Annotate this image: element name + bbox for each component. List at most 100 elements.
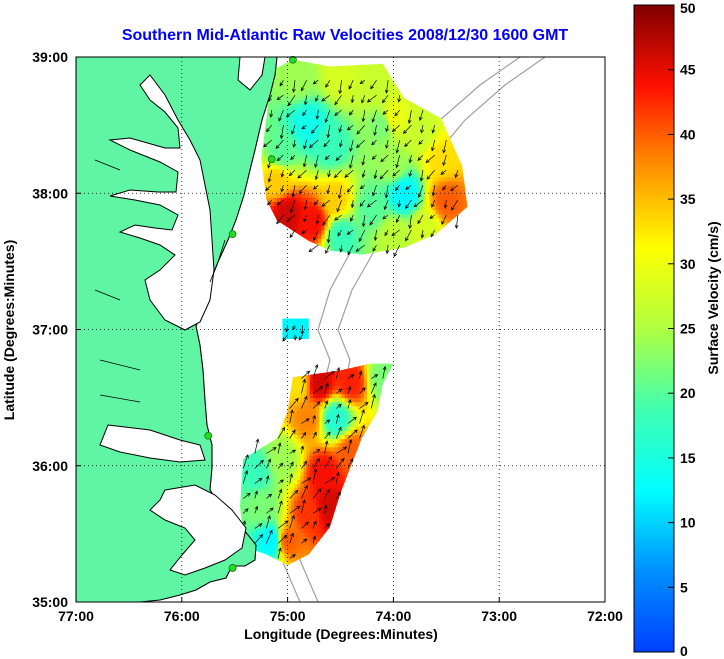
velocity-cell (315, 148, 319, 153)
velocity-cell (419, 123, 424, 129)
velocity-cell (404, 123, 408, 129)
velocity-cell (378, 95, 383, 100)
velocity-cell (316, 381, 320, 386)
velocity-cell (293, 405, 298, 411)
velocity-cell (313, 536, 317, 542)
velocity-cell (316, 389, 320, 395)
velocity-cell (337, 152, 342, 158)
velocity-cell (335, 454, 339, 460)
velocity-cell (413, 123, 418, 129)
velocity-cell (297, 377, 301, 382)
velocity-cell (325, 516, 330, 521)
velocity-cell (343, 66, 348, 72)
velocity-cell (438, 225, 443, 231)
velocity-cell (400, 156, 405, 162)
velocity-cell (293, 536, 298, 542)
velocity-cell (359, 238, 364, 243)
velocity-cell (369, 115, 373, 121)
velocity-cell (325, 446, 330, 452)
velocity-cell (271, 548, 276, 554)
velocity-cell (281, 442, 286, 448)
velocity-cell (413, 144, 418, 149)
velocity-cell (325, 467, 330, 472)
velocity-cell (301, 318, 306, 320)
velocity-cell (378, 131, 383, 137)
velocity-cell (271, 471, 276, 476)
velocity-cell (356, 246, 361, 252)
velocity-cell (322, 393, 327, 399)
velocity-cell (280, 205, 284, 211)
velocity-cell (432, 209, 437, 215)
velocity-cell (308, 156, 313, 162)
velocity-cell (328, 463, 333, 468)
velocity-cell (445, 213, 449, 219)
velocity-cell (321, 152, 326, 158)
velocity-cell (280, 107, 284, 113)
velocity-cell (375, 111, 380, 117)
velocity-cell (308, 70, 313, 76)
velocity-cell (369, 160, 373, 166)
velocity-cell (331, 197, 335, 202)
velocity-cell (299, 185, 303, 190)
velocity-cell (293, 426, 298, 431)
velocity-cell (283, 140, 288, 145)
velocity-cell (343, 201, 348, 207)
velocity-cell (308, 148, 313, 153)
velocity-cell (322, 508, 327, 513)
velocity-cell (319, 381, 324, 386)
velocity-cell (388, 205, 392, 211)
velocity-cell (400, 160, 405, 166)
velocity-cell (261, 156, 265, 162)
velocity-cell (388, 87, 392, 92)
velocity-cell (416, 127, 421, 133)
velocity-cell (423, 107, 427, 113)
velocity-cell (429, 119, 434, 125)
velocity-cell (423, 136, 427, 141)
velocity-cell (457, 201, 462, 207)
velocity-cell (457, 181, 462, 186)
velocity-cell (277, 70, 281, 76)
velocity-cell (315, 111, 319, 117)
velocity-cell (306, 467, 311, 472)
velocity-cell (297, 487, 301, 493)
velocity-cell (252, 454, 257, 460)
velocity-cell (346, 70, 351, 76)
velocity-cell (335, 499, 339, 505)
velocity-cell (350, 70, 354, 76)
velocity-cell (362, 107, 367, 113)
velocity-cell (372, 66, 376, 72)
velocity-cell (451, 168, 456, 174)
velocity-cell (438, 197, 443, 202)
velocity-cell (445, 164, 449, 170)
velocity-cell (445, 176, 449, 182)
velocity-cell (400, 95, 405, 100)
velocity-cell (346, 205, 351, 211)
velocity-cell (296, 78, 300, 84)
velocity-cell (309, 503, 314, 509)
velocity-cell (378, 91, 383, 96)
velocity-cell (331, 225, 335, 231)
velocity-cell (343, 246, 348, 252)
velocity-cell (308, 127, 313, 133)
velocity-cell (290, 434, 295, 440)
velocity-cell (264, 164, 269, 170)
velocity-cell (442, 181, 446, 186)
velocity-cell (340, 107, 345, 113)
velocity-cell (261, 164, 265, 170)
velocity-cell (316, 475, 320, 480)
velocity-cell (324, 144, 329, 149)
velocity-cell (292, 70, 297, 76)
velocity-cell (454, 201, 459, 207)
velocity-cell (362, 78, 367, 84)
velocity-cell (267, 197, 272, 202)
velocity-cell (265, 467, 270, 472)
velocity-cell (454, 172, 459, 178)
velocity-cell (309, 414, 314, 419)
velocity-cell (391, 148, 396, 153)
velocity-cell (265, 548, 270, 554)
velocity-cell (318, 107, 323, 113)
velocity-cell (274, 548, 279, 554)
velocity-cell (321, 160, 326, 166)
velocity-cell (321, 87, 326, 92)
velocity-cell (324, 201, 329, 207)
